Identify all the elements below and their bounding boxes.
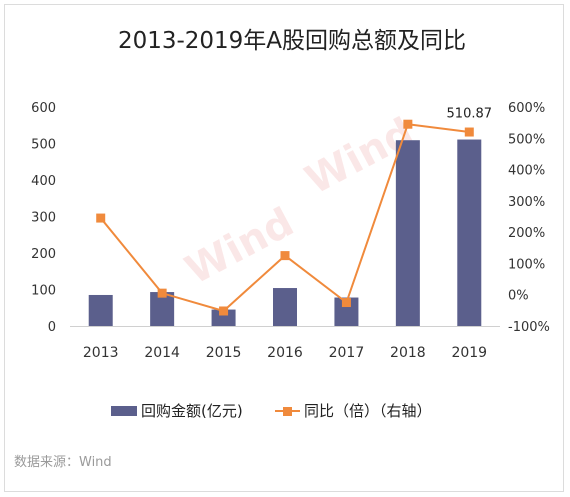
y-right-tick-label: 200% bbox=[508, 226, 545, 241]
y-left-tick-label: 0 bbox=[48, 320, 56, 335]
source-note: 数据来源：Wind bbox=[14, 455, 112, 470]
data-label: 510.87 bbox=[447, 107, 493, 122]
y-left-tick-label: 600 bbox=[31, 101, 56, 116]
bar bbox=[88, 294, 113, 326]
y-left-tick-label: 100 bbox=[31, 284, 56, 299]
x-tick-label: 2018 bbox=[390, 345, 426, 361]
chart-title: 2013-2019年A股回购总额及同比 bbox=[118, 28, 466, 54]
y-right-tick-label: -100% bbox=[508, 320, 550, 335]
watermark-text: Wind bbox=[178, 199, 301, 294]
x-tick-label: 2013 bbox=[83, 345, 119, 361]
bar bbox=[395, 140, 420, 326]
y-right-tick-label: 400% bbox=[508, 164, 545, 179]
x-tick-label: 2019 bbox=[451, 345, 487, 361]
line-marker bbox=[464, 127, 474, 137]
y-right-tick-label: 0% bbox=[508, 289, 529, 304]
bar bbox=[211, 309, 236, 326]
line-marker bbox=[157, 288, 167, 298]
y-left-tick-label: 500 bbox=[31, 138, 56, 153]
x-tick-label: 2017 bbox=[329, 345, 365, 361]
y-right-tick-label: 500% bbox=[508, 132, 545, 147]
x-tick-label: 2014 bbox=[144, 345, 180, 361]
y-right-tick-label: 600% bbox=[508, 101, 545, 116]
line-marker bbox=[341, 298, 351, 308]
legend-label-line: 同比（倍）（右轴） bbox=[304, 402, 432, 420]
bar bbox=[150, 292, 175, 326]
y-left-tick-label: 300 bbox=[31, 211, 56, 226]
x-tick-label: 2016 bbox=[267, 345, 303, 361]
y-right-tick-label: 300% bbox=[508, 195, 545, 210]
bar bbox=[273, 288, 297, 326]
y-left-tick-label: 400 bbox=[31, 174, 56, 189]
legend-marker bbox=[283, 407, 292, 416]
line-marker bbox=[403, 119, 413, 129]
plot-area: 0 100 200 300 400 500 600 -100% 0% 100% 200% 300% 40… bbox=[31, 101, 550, 361]
legend: 回购金额(亿元) 同比（倍）（右轴） bbox=[111, 402, 432, 420]
legend-swatch-bar bbox=[111, 406, 137, 416]
legend-label-bar: 回购金额(亿元) bbox=[141, 402, 243, 420]
y-left-tick-label: 200 bbox=[31, 247, 56, 262]
x-tick-label: 2015 bbox=[206, 345, 242, 361]
line-marker bbox=[219, 306, 229, 316]
bar bbox=[457, 139, 482, 326]
line-marker bbox=[96, 213, 106, 223]
y-right-tick-label: 100% bbox=[508, 257, 545, 272]
line-marker bbox=[280, 251, 290, 261]
